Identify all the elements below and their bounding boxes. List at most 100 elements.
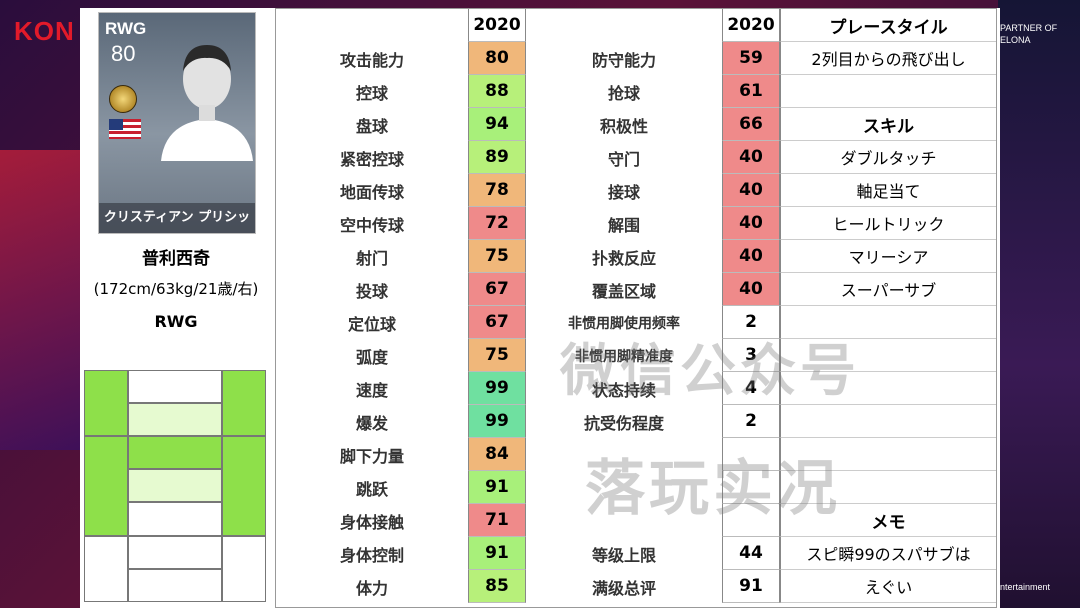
player-sheet: RWG 80 クリスティアン プリシッチ 普利西奇 (172cm/63kg/21…	[80, 8, 1000, 608]
brand-line-2: ELONA	[1000, 35, 1031, 45]
table-row: 控球 88 抢球 61	[276, 75, 996, 108]
table-row: 身体接触 71 メモ	[276, 504, 996, 537]
brand-logo-left: KON	[14, 16, 75, 46]
stat-label-right: 状态持续	[591, 380, 656, 400]
table-row: 身体控制 91 等级上限 44 スピ瞬99のスパサブは	[276, 537, 996, 570]
player-silhouette-icon	[161, 45, 253, 161]
medal-icon	[109, 85, 137, 113]
playstyle-cell: スーパーサブ	[780, 273, 996, 306]
stat-label-right: 满级总评	[591, 578, 656, 598]
stat-value-left: 99	[468, 372, 526, 405]
stat-label-left: 跳跃	[355, 479, 388, 499]
stat-value-left: 67	[468, 306, 526, 339]
usa-flag-icon	[109, 119, 141, 139]
stat-label-right	[526, 504, 722, 537]
stat-label-right: 接球	[607, 182, 640, 202]
table-row: 跳跃 91	[276, 471, 996, 504]
pos-cell-cmf	[128, 469, 222, 502]
pos-cell-gk	[128, 569, 222, 602]
table-row: 盘球 94 积极性 66 スキル	[276, 108, 996, 141]
brand-text-right: PARTNER OF ELONA	[1000, 22, 1074, 46]
stat-value-right: 2	[722, 405, 780, 438]
stat-label-right: 非惯用脚使用频率	[568, 315, 680, 332]
stat-value-right: 40	[722, 174, 780, 207]
stat-value-left: 67	[468, 273, 526, 306]
stat-value-left: 88	[468, 75, 526, 108]
stat-label-left: 定位球	[347, 314, 396, 334]
stat-value-left: 78	[468, 174, 526, 207]
playstyle-cell: メモ	[780, 504, 996, 537]
table-row: 弧度 75 非惯用脚精准度 3	[276, 339, 996, 372]
stat-label-left: 身体接触	[339, 512, 404, 532]
player-name: 普利西奇	[142, 249, 210, 269]
stat-value-right	[722, 471, 780, 504]
stat-label-left: 脚下力量	[339, 446, 404, 466]
brand-text-bottom: ntertainment	[1000, 582, 1051, 592]
stat-label-right: 抗受伤程度	[583, 413, 664, 433]
stat-label-right: 非惯用脚精准度	[575, 348, 673, 365]
table-row: 紧密控球 89 守门 40 ダブルタッチ	[276, 141, 996, 174]
stat-value-left: 75	[468, 240, 526, 273]
pos-cell-cb	[128, 536, 222, 569]
card-player-name: クリスティアン プリシッチ	[99, 203, 255, 255]
pos-cell-rmf	[222, 436, 266, 536]
playstyle-cell	[780, 306, 996, 339]
stat-label-left: 紧密控球	[339, 149, 404, 169]
table-row: 爆发 99 抗受伤程度 2	[276, 405, 996, 438]
stat-value-right: 44	[722, 537, 780, 570]
stat-label-left: 控球	[355, 83, 388, 103]
pos-cell-lmf	[84, 436, 128, 536]
pos-cell-amf	[128, 436, 222, 469]
stat-label-right: 扑救反应	[591, 248, 656, 268]
stat-value-left: 84	[468, 438, 526, 471]
stat-value-left: 71	[468, 504, 526, 537]
table-row: 体力 85 满级总评 91 えぐい	[276, 570, 996, 603]
stat-label-left: 地面传球	[339, 182, 404, 202]
playstyle-cell: 2列目からの飛び出し	[780, 42, 996, 75]
player-card: RWG 80 クリスティアン プリシッチ	[98, 12, 256, 255]
stat-value-right: 61	[722, 75, 780, 108]
stat-value-left: 91	[468, 471, 526, 504]
stat-value-right: 40	[722, 207, 780, 240]
playstyle-cell	[780, 372, 996, 405]
table-row: 脚下力量 84	[276, 438, 996, 471]
stat-label-left: 身体控制	[339, 545, 404, 565]
stat-label-left: 空中传球	[339, 215, 404, 235]
pos-cell-lwf	[84, 370, 128, 436]
table-row: 射门 75 扑救反应 40 マリーシア	[276, 240, 996, 273]
header-year-right: 2020	[722, 9, 780, 42]
pos-cell-lb	[84, 536, 128, 602]
stat-label-left: 体力	[355, 578, 388, 598]
table-header: 2020 2020 プレースタイル	[276, 9, 996, 42]
stat-label-left: 爆发	[355, 413, 388, 433]
stat-label-right: 覆盖区域	[591, 281, 656, 301]
table-row: 速度 99 状态持续 4	[276, 372, 996, 405]
stat-value-right: 3	[722, 339, 780, 372]
stat-value-left: 94	[468, 108, 526, 141]
playstyle-cell: ヒールトリック	[780, 207, 996, 240]
stat-label-left: 盘球	[355, 116, 388, 136]
stat-label-left: 攻击能力	[339, 50, 404, 70]
playstyle-cell	[780, 405, 996, 438]
player-info: (172cm/63kg/21歳/右)	[93, 280, 259, 298]
table-row: 空中传球 72 解围 40 ヒールトリック	[276, 207, 996, 240]
header-blank-mid	[526, 9, 722, 42]
pos-cell-rb	[222, 536, 266, 602]
header-year-left: 2020	[468, 9, 526, 42]
brand-line-1: PARTNER OF	[1000, 23, 1058, 33]
stat-value-right: 40	[722, 240, 780, 273]
pos-cell-cf	[128, 370, 222, 403]
pos-cell-ss	[128, 403, 222, 436]
stat-label-right: 解围	[607, 215, 640, 235]
stat-value-right	[722, 438, 780, 471]
stat-label-left: 速度	[355, 380, 388, 400]
stat-value-right: 2	[722, 306, 780, 339]
stat-value-right: 40	[722, 141, 780, 174]
stat-label-left: 投球	[355, 281, 388, 301]
background-stripe	[0, 150, 80, 450]
playstyle-cell: マリーシア	[780, 240, 996, 273]
stat-value-right: 66	[722, 108, 780, 141]
stat-label-right: 等级上限	[591, 545, 656, 565]
playstyle-cell	[780, 75, 996, 108]
playstyle-cell: スピ瞬99のスパサブは	[780, 537, 996, 570]
